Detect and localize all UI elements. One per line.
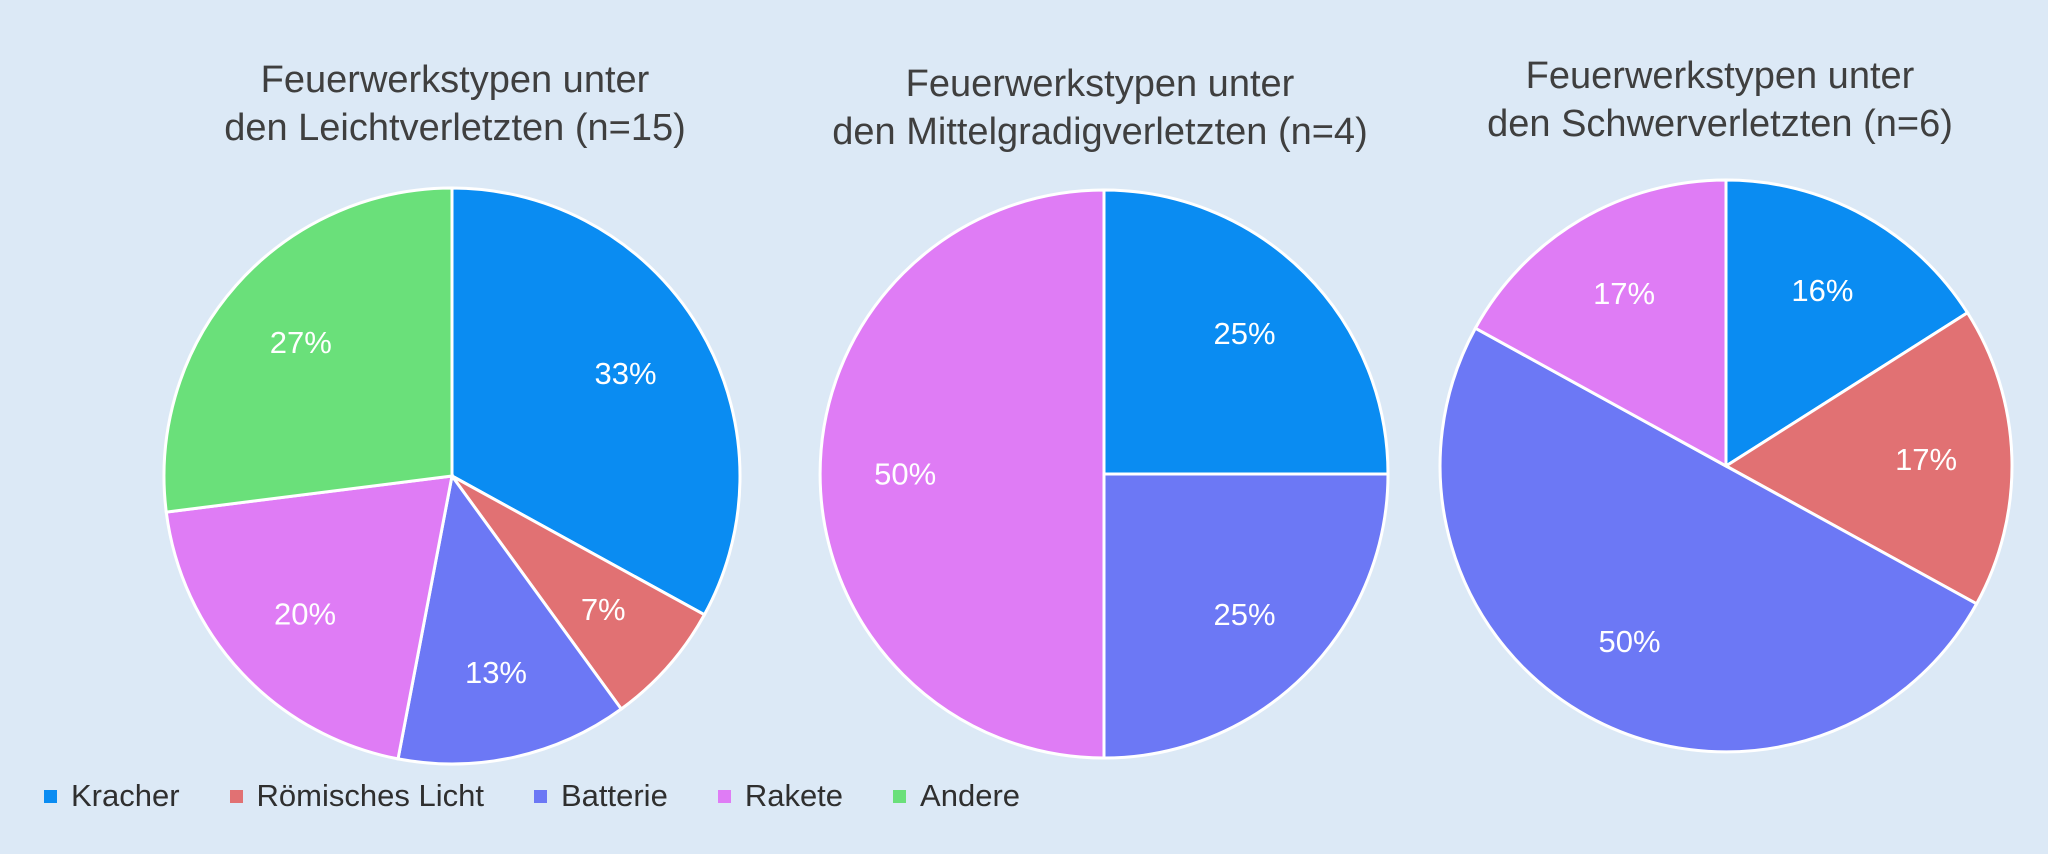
slice-label-kracher: 16% bbox=[1791, 273, 1853, 308]
legend-label: Kracher bbox=[71, 778, 180, 813]
chart-title-line: den Leichtverletzten (n=15) bbox=[224, 107, 686, 149]
pie-slice-roemisches-licht bbox=[450, 474, 707, 712]
legend-swatch bbox=[533, 789, 547, 803]
pie-slice-kracher bbox=[1102, 188, 1390, 476]
pie-slice-roemisches-licht bbox=[1723, 310, 2014, 606]
chart-title-line: den Mittelgradigverletzten (n=4) bbox=[832, 111, 1368, 153]
legend-swatch bbox=[44, 789, 57, 803]
pie-chart-2: 25% 25% 50% bbox=[818, 188, 1390, 760]
slice-label-rakete: 50% bbox=[874, 457, 936, 492]
legend-swatch bbox=[717, 789, 731, 803]
legend-item-batterie: Batterie bbox=[533, 778, 668, 814]
slice-label-andere: 27% bbox=[270, 325, 332, 360]
legend-item-roemisches-licht: Römisches Licht bbox=[229, 778, 484, 814]
legend: Kracher Römisches Licht Batterie Rakete Ande… bbox=[44, 772, 1070, 820]
slice-label-batterie: 50% bbox=[1599, 624, 1661, 659]
pie-slice-rakete bbox=[1473, 178, 1728, 469]
slice-label-rakete: 20% bbox=[274, 597, 336, 632]
legend-label: Rakete bbox=[744, 778, 844, 813]
chart-title-line: Feuerwerkstypen unter bbox=[260, 59, 650, 101]
chart-title-line: den Schwerverletzten (n=6) bbox=[1487, 103, 1953, 145]
slice-label-kracher: 25% bbox=[1214, 316, 1276, 351]
slice-label-rakete: 17% bbox=[1593, 276, 1655, 311]
pie-slice-rakete bbox=[164, 474, 454, 761]
pie-chart-3: 16% 17% 50% 17% bbox=[1440, 178, 2014, 752]
legend-item-kracher: Kracher bbox=[44, 778, 180, 814]
pie-slice-rakete bbox=[818, 188, 1106, 760]
legend-item-rakete: Rakete bbox=[717, 778, 844, 814]
chart-title-line: Feuerwerkstypen unter bbox=[905, 63, 1295, 105]
legend-label: Andere bbox=[920, 778, 1021, 813]
chart-title-schwerverletzte: Feuerwerkstypen unter den Schwerverletzt… bbox=[1420, 52, 2020, 148]
legend-label: Batterie bbox=[560, 778, 668, 813]
chart-title-mittelgradigverletzte: Feuerwerkstypen unter den Mittelgradigve… bbox=[780, 60, 1420, 156]
slice-label-kracher: 33% bbox=[595, 356, 657, 391]
pie-slice-kracher bbox=[450, 186, 742, 617]
chart-title-leichtverletzte: Feuerwerkstypen unter den Leichtverletzt… bbox=[160, 56, 750, 152]
pie-slice-andere bbox=[162, 186, 454, 514]
slice-label-roemisches-licht: 17% bbox=[1895, 442, 1957, 477]
pie-chart-1: 33% 7% 13% 20% 27% bbox=[162, 186, 742, 766]
slice-label-batterie: 13% bbox=[465, 655, 527, 690]
pie-slice-batterie bbox=[396, 472, 624, 766]
legend-swatch bbox=[229, 789, 243, 803]
slice-label-batterie: 25% bbox=[1214, 597, 1276, 632]
legend-label: Römisches Licht bbox=[256, 778, 484, 813]
pie-slice-kracher bbox=[1724, 178, 1970, 469]
legend-item-andere: Andere bbox=[893, 778, 1020, 814]
pie-slice-batterie bbox=[1440, 328, 1977, 752]
pie-slice-batterie bbox=[1102, 472, 1390, 760]
slice-label-roemisches-licht: 7% bbox=[581, 592, 626, 627]
chart-title-line: Feuerwerkstypen unter bbox=[1525, 55, 1915, 97]
legend-swatch bbox=[893, 789, 907, 803]
